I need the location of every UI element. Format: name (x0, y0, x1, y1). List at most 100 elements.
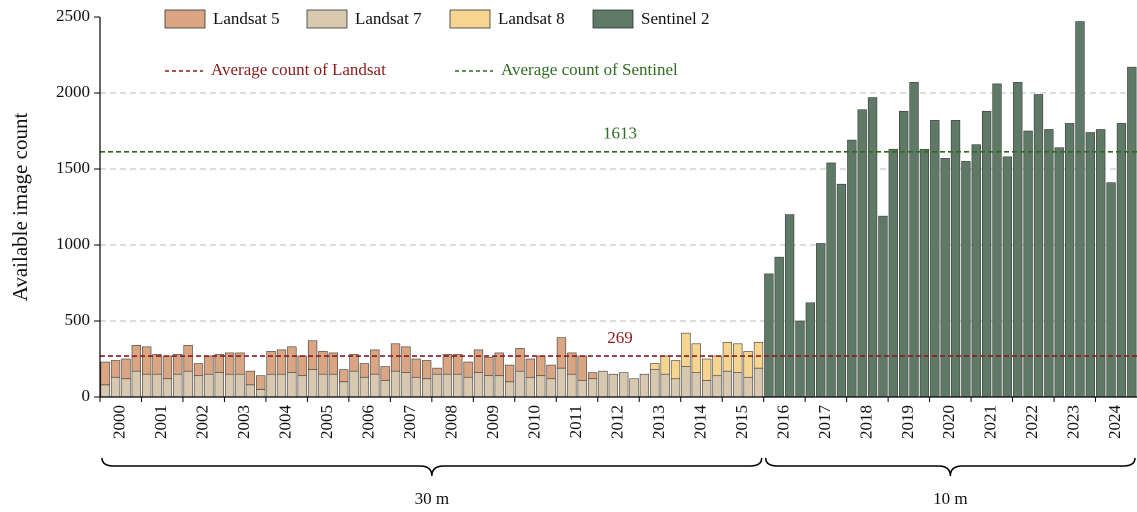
bar-segment (536, 375, 546, 398)
bar-segment (650, 369, 660, 398)
bar-segment (152, 373, 162, 398)
bar-segment (701, 358, 712, 381)
legend-label: Average count of Landsat (211, 60, 386, 79)
bar-segment (110, 376, 121, 398)
bar-segment (556, 367, 567, 398)
bar-segment (857, 109, 867, 398)
bar-segment (245, 384, 256, 398)
x-tick-label: 2006 (359, 405, 378, 439)
bar-segment (619, 372, 629, 398)
bar-segment (1002, 156, 1013, 398)
bar-segment (183, 370, 193, 398)
bracket (764, 457, 1136, 477)
bar-segment (712, 355, 722, 377)
bar-segment (847, 139, 857, 398)
bar-segment (287, 372, 297, 398)
bar-segment (764, 273, 774, 398)
bar-segment (515, 370, 525, 398)
bar-segment (473, 349, 484, 373)
x-tick-label: 2007 (400, 405, 419, 440)
bar-segment (691, 343, 701, 373)
legend-label: Average count of Sentinel (501, 60, 678, 79)
bar-segment (504, 381, 515, 398)
bar-segment (867, 97, 878, 398)
bar-segment (421, 360, 432, 380)
bar-segment (1075, 21, 1085, 398)
bar-segment (401, 372, 411, 398)
bar-segment (670, 378, 681, 398)
bar-segment (712, 375, 722, 398)
bar-segment (909, 82, 919, 398)
bar-segment (235, 373, 245, 398)
bar-segment (256, 389, 266, 398)
bar-segment (349, 354, 359, 372)
bar-segment (753, 341, 764, 369)
legend-swatch (306, 9, 348, 29)
bar-segment (681, 366, 691, 398)
bar-segment (162, 355, 173, 380)
bar-segment (370, 349, 380, 375)
bar-segment (525, 376, 536, 398)
x-tick-label: 2010 (524, 405, 543, 439)
bar-segment (722, 370, 733, 398)
bar-segment (401, 346, 411, 373)
bar-segment (442, 354, 453, 375)
bar-segment (1013, 82, 1023, 398)
bar-segment (463, 376, 473, 398)
bar-segment (546, 364, 556, 380)
x-tick-label: 2024 (1105, 405, 1124, 440)
bar-segment (453, 354, 463, 375)
bar-segment (339, 381, 349, 398)
bar-segment (691, 372, 701, 398)
bar-segment (110, 360, 121, 378)
bar-segment (287, 346, 297, 373)
bar-segment (639, 373, 650, 398)
x-tick-label: 2022 (1022, 405, 1041, 439)
bar-segment (525, 358, 536, 378)
bracket (101, 457, 763, 477)
bar-segment (484, 357, 494, 377)
bar-segment (971, 144, 981, 398)
bar-segment (411, 358, 421, 378)
y-axis-label: Available image count (8, 113, 32, 302)
bar-segment (349, 370, 359, 398)
bar-segment (214, 372, 224, 398)
bar-segment (193, 375, 204, 398)
bar-segment (992, 83, 1002, 398)
bar-segment (173, 373, 183, 398)
x-tick-label: 2023 (1064, 405, 1083, 439)
bar-segment (826, 162, 836, 398)
bar-segment (899, 110, 909, 398)
bar-segment (795, 320, 805, 398)
legend-swatch (164, 9, 206, 29)
bar-segment (660, 373, 670, 398)
bar-segment (100, 361, 110, 386)
legend-label: Landsat 7 (355, 9, 422, 28)
bar-segment (266, 351, 276, 375)
bar-segment (494, 375, 504, 398)
bar-segment (297, 355, 307, 377)
bar-segment (380, 379, 390, 398)
bar-segment (339, 369, 349, 383)
bar-segment (214, 354, 224, 373)
bar-segment (204, 355, 214, 375)
x-tick-label: 2003 (234, 405, 253, 439)
x-tick-label: 2021 (981, 405, 1000, 439)
x-tick-label: 2017 (815, 405, 834, 440)
bar-segment (494, 352, 504, 377)
y-tick-label: 1500 (56, 158, 90, 177)
bar-segment (307, 369, 318, 398)
bar-segment (162, 378, 173, 398)
bar-segment (432, 367, 442, 375)
bar-segment (193, 363, 204, 377)
bar-segment (1085, 132, 1095, 398)
bar-segment (650, 363, 660, 370)
bar-segment (276, 373, 287, 398)
bar-segment (245, 370, 256, 386)
legend-swatch (592, 9, 634, 29)
bar-segment (370, 373, 380, 398)
bar-segment (173, 354, 183, 375)
bar-segment (608, 373, 618, 398)
x-tick-label: 2000 (110, 405, 129, 439)
bar-segment (142, 346, 152, 375)
